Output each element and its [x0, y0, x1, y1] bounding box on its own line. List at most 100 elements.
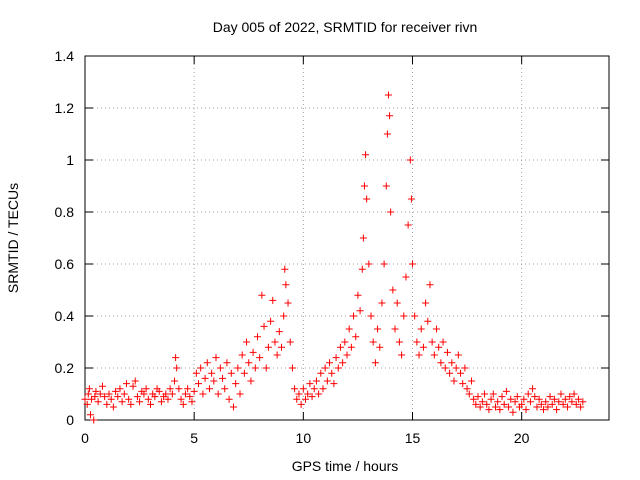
x-tick-label: 0: [81, 430, 89, 446]
grid: [85, 56, 609, 420]
data-point: [404, 221, 412, 229]
data-point: [439, 338, 447, 346]
data-point: [454, 351, 462, 359]
data-point: [557, 390, 565, 398]
data-point: [247, 377, 255, 385]
data-point: [328, 369, 336, 377]
data-point: [317, 369, 325, 377]
data-point: [86, 411, 94, 419]
data-point: [336, 343, 344, 351]
data-point: [186, 393, 194, 401]
data-point: [225, 395, 233, 403]
data-point: [210, 377, 218, 385]
data-point: [350, 312, 358, 320]
data-point: [118, 398, 126, 406]
data-point: [288, 364, 296, 372]
data-point: [286, 338, 294, 346]
data-point: [212, 354, 220, 362]
data-point: [103, 400, 111, 408]
data-point: [281, 265, 289, 273]
data-point: [144, 395, 152, 403]
data-point: [297, 400, 305, 408]
data-point: [369, 338, 377, 346]
data-point: [208, 369, 216, 377]
data-point: [131, 377, 139, 385]
data-point: [424, 317, 432, 325]
data-point: [179, 400, 187, 408]
data-point: [533, 403, 541, 411]
data-point: [232, 380, 240, 388]
x-tick-label: 20: [514, 430, 530, 446]
plot-frame: [84, 55, 610, 421]
data-point: [295, 390, 303, 398]
data-point: [205, 385, 213, 393]
data-point: [511, 398, 519, 406]
data-point: [91, 393, 99, 401]
data-point: [326, 359, 334, 367]
data-point: [568, 398, 576, 406]
data-point: [94, 398, 102, 406]
data-point: [127, 400, 135, 408]
y-tick-label: 1: [66, 152, 74, 168]
data-point: [395, 338, 403, 346]
data-point: [524, 390, 532, 398]
data-point: [365, 260, 373, 268]
data-point: [500, 400, 508, 408]
data-point: [114, 393, 122, 401]
data-point: [249, 348, 257, 356]
data-point: [136, 398, 144, 406]
data-point: [105, 390, 113, 398]
data-point: [229, 403, 237, 411]
data-point: [367, 312, 375, 320]
data-points: [81, 91, 587, 424]
data-point: [234, 364, 242, 372]
data-point: [430, 351, 438, 359]
data-point: [459, 380, 467, 388]
data-point: [384, 91, 392, 99]
data-point: [450, 377, 458, 385]
data-point: [470, 395, 478, 403]
data-point: [526, 398, 534, 406]
data-point: [360, 182, 368, 190]
data-point: [509, 408, 517, 416]
data-point: [162, 390, 170, 398]
data-point: [441, 364, 449, 372]
data-point: [341, 338, 349, 346]
data-point: [457, 369, 465, 377]
data-point: [190, 387, 198, 395]
data-point: [383, 130, 391, 138]
data-point: [417, 325, 425, 333]
data-point: [343, 351, 351, 359]
data-point: [116, 385, 124, 393]
data-point: [260, 322, 268, 330]
data-point: [374, 325, 382, 333]
data-point: [413, 338, 421, 346]
data-point: [267, 317, 275, 325]
data-point: [101, 393, 109, 401]
data-point: [188, 398, 196, 406]
data-point: [564, 403, 572, 411]
data-point: [513, 393, 521, 401]
data-point: [81, 395, 89, 403]
data-point: [282, 281, 290, 289]
data-point: [192, 369, 200, 377]
data-point: [223, 359, 231, 367]
data-point: [236, 390, 244, 398]
data-point: [550, 395, 558, 403]
data-point: [518, 400, 526, 408]
data-point: [172, 354, 180, 362]
data-point: [120, 390, 128, 398]
data-point: [491, 403, 499, 411]
data-point: [347, 343, 355, 351]
data-point: [359, 234, 367, 242]
data-point: [382, 182, 390, 190]
data-point: [356, 307, 364, 315]
data-point: [463, 385, 471, 393]
data-point: [448, 359, 456, 367]
data-point: [84, 390, 92, 398]
data-point: [398, 351, 406, 359]
data-point: [478, 398, 486, 406]
data-point: [275, 328, 283, 336]
data-point: [155, 387, 163, 395]
